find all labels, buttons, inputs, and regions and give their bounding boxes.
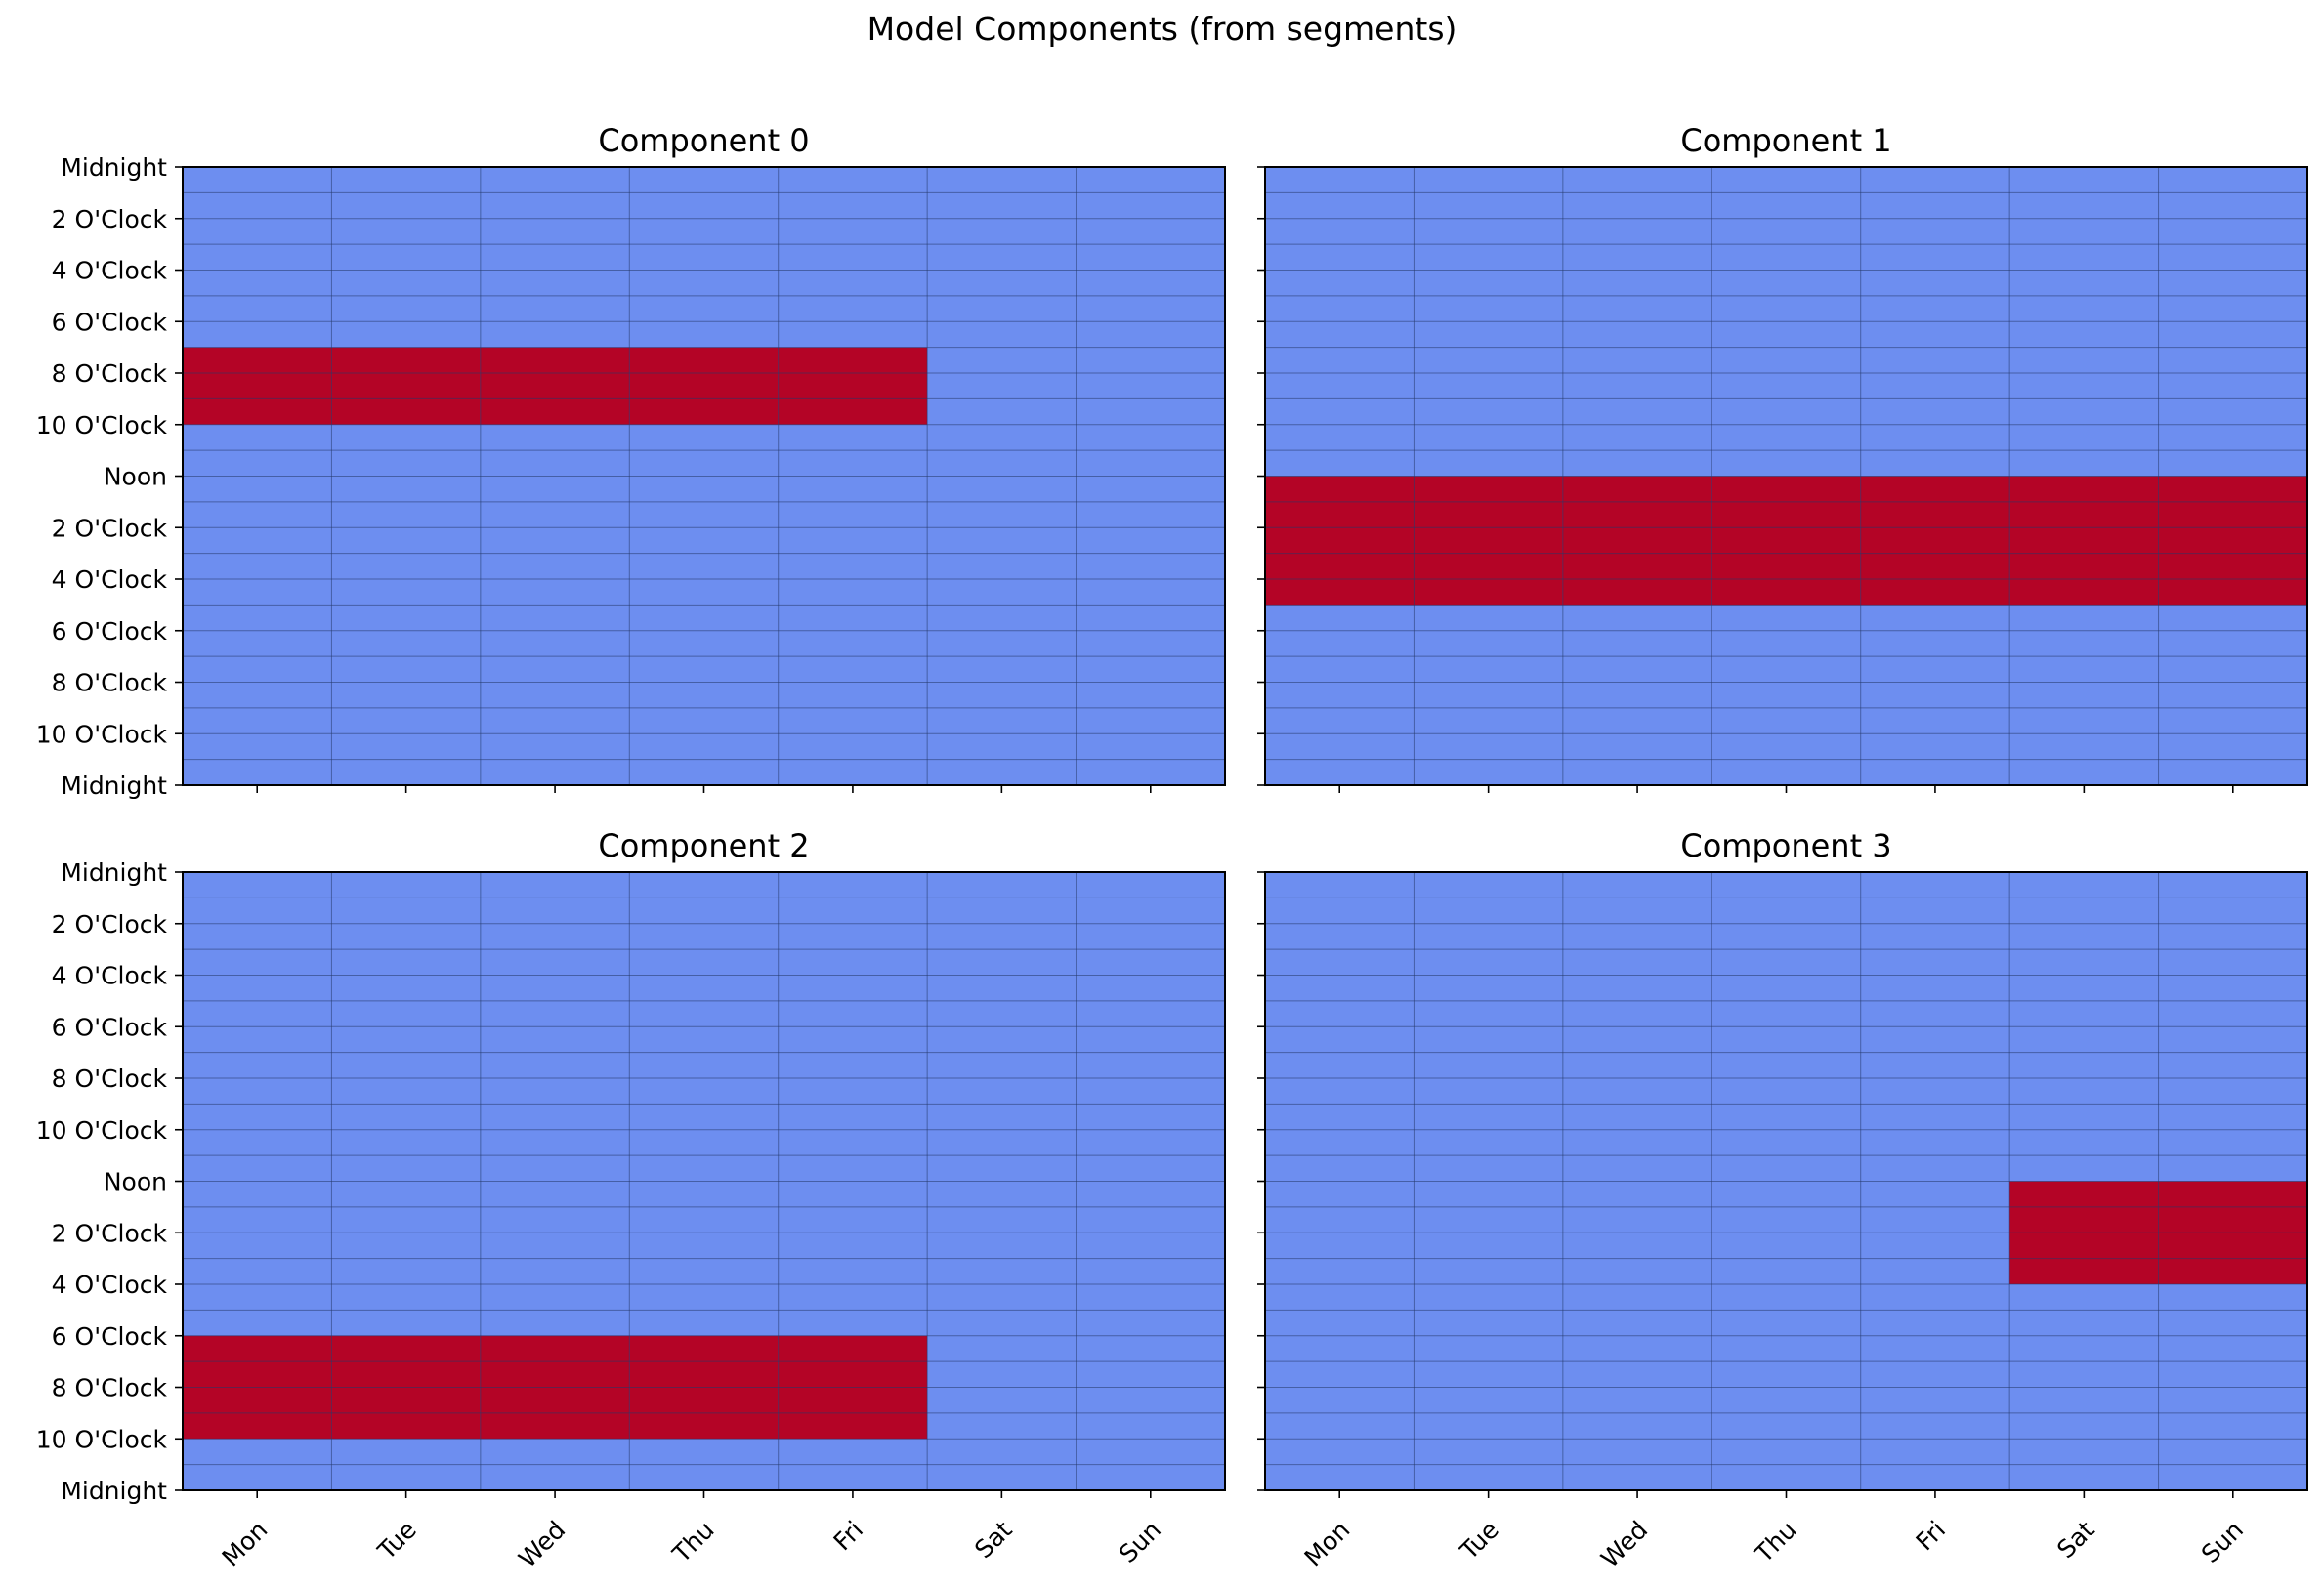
x-tick-label-mon: Mon [217,1516,274,1572]
subplot-component-3: Component 3 Mon Tue Wed Thu Fri Sat Sun [1257,827,2308,1573]
x-tick-label-sat: Sat [2051,1516,2100,1565]
heatmap-cell-high-mon [183,347,332,425]
x-tick-label-fri: Fri [828,1516,869,1557]
y-tick-label: 4 O'Clock [52,1271,168,1299]
x-tick-label-fri: Fri [1911,1516,1952,1557]
y-tick-label: 6 O'Clock [52,617,168,646]
heatmap-cell-high-wed [480,347,630,425]
subplot-title: Component 1 [1680,122,1891,159]
y-tick-label: 2 O'Clock [52,514,168,542]
y-tick-label: Midnight [61,772,167,800]
y-tick-label: 10 O'Clock [36,1425,168,1453]
subplot-component-1: Component 1 [1257,122,2308,793]
y-tick-label: 8 O'Clock [52,669,168,697]
x-tick-label-thu: Thu [1749,1516,1801,1568]
y-tick-label: Midnight [61,1477,167,1505]
heatmap-cell-high-sun [2158,476,2307,606]
y-tick-label: Midnight [61,153,167,182]
x-tick-label-thu: Thu [666,1516,719,1568]
x-tick-label-sun: Sun [1114,1516,1166,1568]
y-tick-label: Noon [104,1168,167,1196]
x-tick-label-mon: Mon [1299,1516,1356,1572]
subplot-title: Component 0 [598,122,809,159]
x-tick-label-wed: Wed [1595,1516,1653,1573]
y-tick-label: 6 O'Clock [52,1013,168,1041]
x-tick-label-wed: Wed [513,1516,570,1573]
heatmap-cell-high-mon [1265,476,1415,606]
heatmap-cell-high-thu [629,347,779,425]
y-tick-label: Midnight [61,858,167,887]
x-tick-label-sun: Sun [2196,1516,2249,1568]
subplot-component-0: Component 0 Midnight 2 O'Clock 4 O'Clock 6 O… [36,122,1226,800]
y-tick-label: 2 O'Clock [52,1219,168,1247]
y-tick-label: 4 O'Clock [52,257,168,285]
y-tick-label: 8 O'Clock [52,359,168,388]
y-tick-label: 2 O'Clock [52,205,168,233]
y-tick-label: 4 O'Clock [52,962,168,990]
heatmap-cell-high-fri [778,347,928,425]
subplot-component-2: Component 2 Midnight 2 O'Clock 4 O'Clock 6 O… [36,827,1226,1573]
heatmap-cell-high-tue [1414,476,1563,606]
y-tick-label: 10 O'Clock [36,1116,168,1145]
subplot-title: Component 3 [1680,827,1891,864]
y-tick-label: 4 O'Clock [52,565,168,594]
y-tick-label: 8 O'Clock [52,1065,168,1093]
y-tick-label: 6 O'Clock [52,1322,168,1351]
y-tick-label: Noon [104,463,167,491]
y-tick-label: 10 O'Clock [36,720,168,748]
y-tick-label: 2 O'Clock [52,910,168,939]
heatmap-cell-high-wed [1562,476,1712,606]
x-tick-label-tue: Tue [1454,1516,1503,1566]
x-tick-label-tue: Tue [371,1516,421,1566]
heatmap-cell-high-fri [1860,476,2010,606]
y-tick-label: 6 O'Clock [52,308,168,336]
y-tick-label: 8 O'Clock [52,1374,168,1402]
x-tick-label-sat: Sat [969,1516,1018,1565]
figure-title: Model Components (from segments) [866,10,1458,48]
heatmap-cell-high-tue [331,347,481,425]
heatmap-cell-high-thu [1711,476,1861,606]
heatmap-cell-high-sat [2009,476,2159,606]
y-tick-label: 10 O'Clock [36,411,168,439]
subplot-title: Component 2 [598,827,809,864]
